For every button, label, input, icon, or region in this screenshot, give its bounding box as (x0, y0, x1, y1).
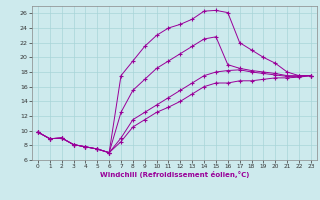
X-axis label: Windchill (Refroidissement éolien,°C): Windchill (Refroidissement éolien,°C) (100, 171, 249, 178)
